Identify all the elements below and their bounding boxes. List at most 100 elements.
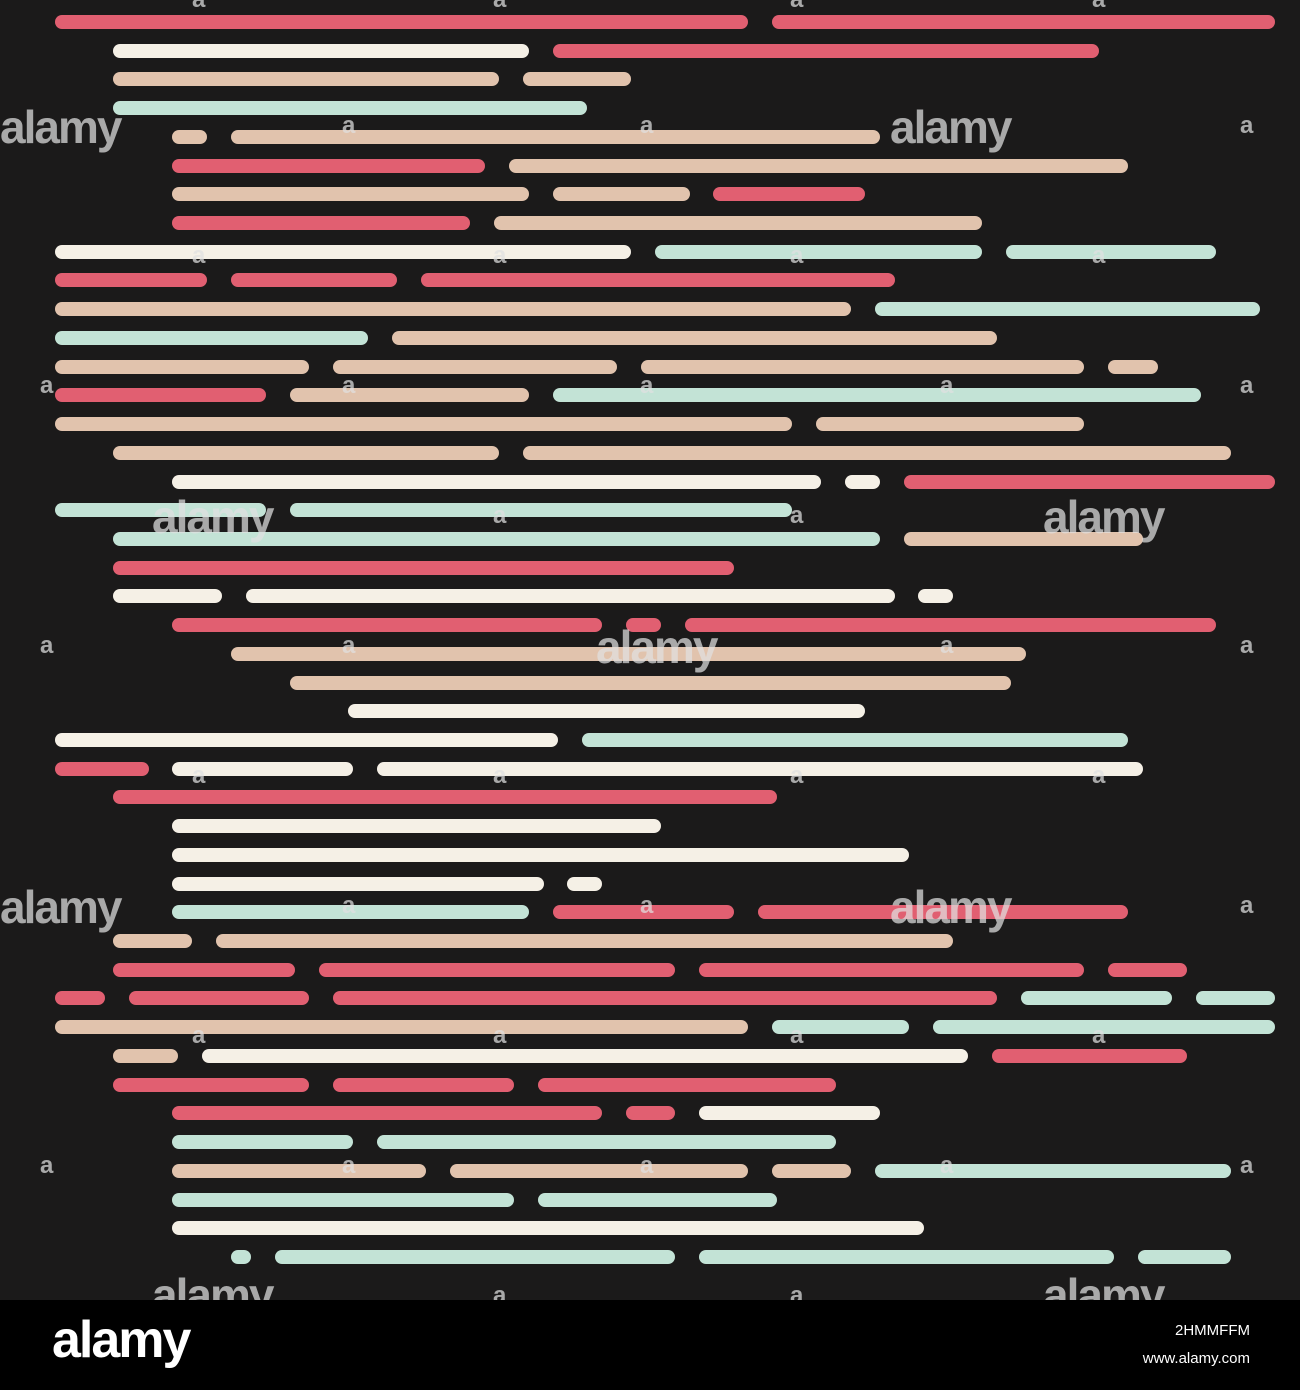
watermark-glyph: a [40, 1152, 54, 1179]
mint-dash [377, 1135, 836, 1149]
cream-dash [55, 733, 558, 747]
mint-dash [772, 1020, 909, 1034]
cream-dash [172, 819, 661, 833]
peach-dash [772, 1164, 851, 1178]
watermark-glyph: a [342, 112, 356, 139]
peach-dash [392, 331, 997, 345]
red-dash [113, 1078, 309, 1092]
red-dash [319, 963, 675, 977]
red-dash [1108, 963, 1187, 977]
mint-dash [553, 388, 1201, 402]
red-dash [758, 905, 1128, 919]
peach-dash [113, 446, 499, 460]
cream-dash [55, 245, 631, 259]
watermark-glyph: a [493, 1282, 507, 1301]
watermark-glyph: a [940, 632, 954, 659]
red-dash [421, 273, 895, 287]
watermark-glyph: a [192, 242, 206, 269]
watermark-glyph: a [342, 892, 356, 919]
watermark-glyph: a [940, 1152, 954, 1179]
mint-dash [231, 1250, 251, 1264]
mint-dash [290, 503, 792, 517]
peach-dash [113, 1049, 178, 1063]
watermark-glyph: a [342, 632, 356, 659]
red-dash [538, 1078, 836, 1092]
watermark-text: alamy [596, 621, 718, 673]
mint-dash [55, 331, 368, 345]
red-dash [904, 475, 1275, 489]
watermark-text: alamy [152, 491, 274, 543]
watermark-glyph: a [790, 762, 804, 789]
red-dash [129, 991, 309, 1005]
watermark-glyph: a [790, 0, 803, 12]
red-dash [626, 1106, 675, 1120]
red-dash [172, 618, 602, 632]
peach-dash [113, 72, 499, 86]
cream-dash [172, 1221, 924, 1235]
watermark-glyph: a [640, 372, 654, 399]
watermark-glyph: a [192, 1022, 206, 1049]
mint-dash [1021, 991, 1172, 1005]
red-dash [55, 15, 748, 29]
watermark-text: alamy [1043, 1269, 1165, 1300]
red-dash [699, 963, 1084, 977]
watermark-glyph: a [1240, 1152, 1254, 1179]
peach-dash [113, 934, 192, 948]
site-url-label: www.alamy.com [1142, 1350, 1250, 1367]
peach-dash [172, 187, 529, 201]
cream-dash [172, 877, 544, 891]
watermark-glyph: a [493, 0, 506, 12]
red-dash [333, 1078, 514, 1092]
cream-dash [246, 589, 895, 603]
red-dash [113, 963, 295, 977]
watermark-glyph: a [790, 242, 804, 269]
peach-dash [494, 216, 982, 230]
peach-dash [641, 360, 1084, 374]
red-dash [172, 1106, 602, 1120]
cream-dash [377, 762, 1143, 776]
watermark-glyph: a [493, 762, 507, 789]
red-dash [55, 388, 266, 402]
peach-dash [290, 388, 529, 402]
watermark-glyph: a [790, 502, 804, 529]
cream-dash [845, 475, 880, 489]
peach-dash [553, 187, 690, 201]
image-id-label: 2HMMFFM [1175, 1322, 1250, 1339]
peach-dash [172, 130, 207, 144]
cream-dash [699, 1106, 880, 1120]
red-dash [231, 273, 397, 287]
cream-dash [567, 877, 602, 891]
watermark-text: alamy [1043, 491, 1165, 543]
mint-dash [699, 1250, 1114, 1264]
watermark-glyph: a [1092, 0, 1105, 12]
peach-dash [523, 72, 631, 86]
watermark-glyph: a [640, 892, 654, 919]
watermark-glyph: a [640, 1152, 654, 1179]
cream-dash [202, 1049, 968, 1063]
mint-dash [55, 503, 266, 517]
peach-dash [904, 532, 1143, 546]
watermark-glyph: a [1240, 112, 1254, 139]
watermark-glyph: a [940, 372, 954, 399]
red-dash [113, 790, 777, 804]
mint-dash [933, 1020, 1275, 1034]
mint-dash [172, 905, 529, 919]
watermark-glyph: a [1092, 1022, 1106, 1049]
mint-dash [113, 532, 880, 546]
peach-dash [55, 302, 851, 316]
red-dash [55, 762, 149, 776]
cream-dash [172, 848, 909, 862]
peach-dash [450, 1164, 748, 1178]
peach-dash [55, 417, 792, 431]
cream-dash [113, 589, 222, 603]
peach-dash [55, 360, 309, 374]
red-dash [772, 15, 1275, 29]
red-dash [55, 991, 105, 1005]
mint-dash [875, 1164, 1231, 1178]
cream-dash [918, 589, 953, 603]
peach-dash [216, 934, 953, 948]
peach-dash [816, 417, 1084, 431]
watermark-glyph: a [192, 762, 206, 789]
cream-dash [348, 704, 865, 718]
mint-dash [1196, 991, 1275, 1005]
